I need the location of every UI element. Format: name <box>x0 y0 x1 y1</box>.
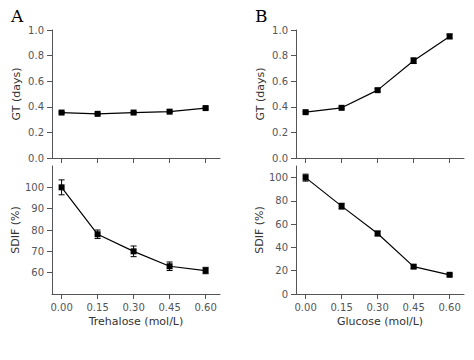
svg-text:A: A <box>10 6 24 26</box>
svg-text:60: 60 <box>31 267 44 278</box>
svg-text:70: 70 <box>31 246 44 257</box>
svg-text:0.6: 0.6 <box>272 76 288 87</box>
svg-text:0: 0 <box>282 289 288 300</box>
svg-text:0.6: 0.6 <box>28 76 44 87</box>
svg-text:0.8: 0.8 <box>28 50 44 61</box>
svg-text:0.8: 0.8 <box>272 50 288 61</box>
svg-text:60: 60 <box>275 219 288 230</box>
svg-text:0.60: 0.60 <box>194 302 216 313</box>
svg-text:0.4: 0.4 <box>28 101 44 112</box>
svg-text:1.0: 1.0 <box>28 25 44 36</box>
svg-text:GT (days): GT (days) <box>254 68 267 121</box>
svg-text:0.00: 0.00 <box>294 302 316 313</box>
svg-text:0.60: 0.60 <box>438 302 460 313</box>
svg-text:SDIF (%): SDIF (%) <box>253 206 266 254</box>
svg-text:SDIF (%): SDIF (%) <box>9 206 22 254</box>
svg-text:0.0: 0.0 <box>28 153 44 164</box>
svg-text:90: 90 <box>31 203 44 214</box>
svg-text:0.30: 0.30 <box>366 302 388 313</box>
svg-text:0.0: 0.0 <box>272 153 288 164</box>
svg-text:80: 80 <box>31 225 44 236</box>
svg-text:0.2: 0.2 <box>28 127 44 138</box>
svg-text:0.15: 0.15 <box>330 302 352 313</box>
svg-text:20: 20 <box>275 265 288 276</box>
svg-text:100: 100 <box>269 172 288 183</box>
svg-text:0.00: 0.00 <box>50 302 72 313</box>
svg-text:80: 80 <box>275 195 288 206</box>
svg-text:0.45: 0.45 <box>158 302 180 313</box>
svg-text:40: 40 <box>275 242 288 253</box>
svg-text:Trehalose (mol/L): Trehalose (mol/L) <box>88 315 184 328</box>
svg-text:0.4: 0.4 <box>272 101 288 112</box>
svg-text:Glucose (mol/L): Glucose (mol/L) <box>337 315 423 328</box>
svg-text:1.0: 1.0 <box>272 25 288 36</box>
svg-text:100: 100 <box>25 182 44 193</box>
svg-text:0.30: 0.30 <box>122 302 144 313</box>
svg-text:0.2: 0.2 <box>272 127 288 138</box>
svg-text:B: B <box>255 6 268 26</box>
svg-text:0.45: 0.45 <box>402 302 424 313</box>
svg-text:GT (days): GT (days) <box>10 68 23 121</box>
svg-text:0.15: 0.15 <box>86 302 108 313</box>
